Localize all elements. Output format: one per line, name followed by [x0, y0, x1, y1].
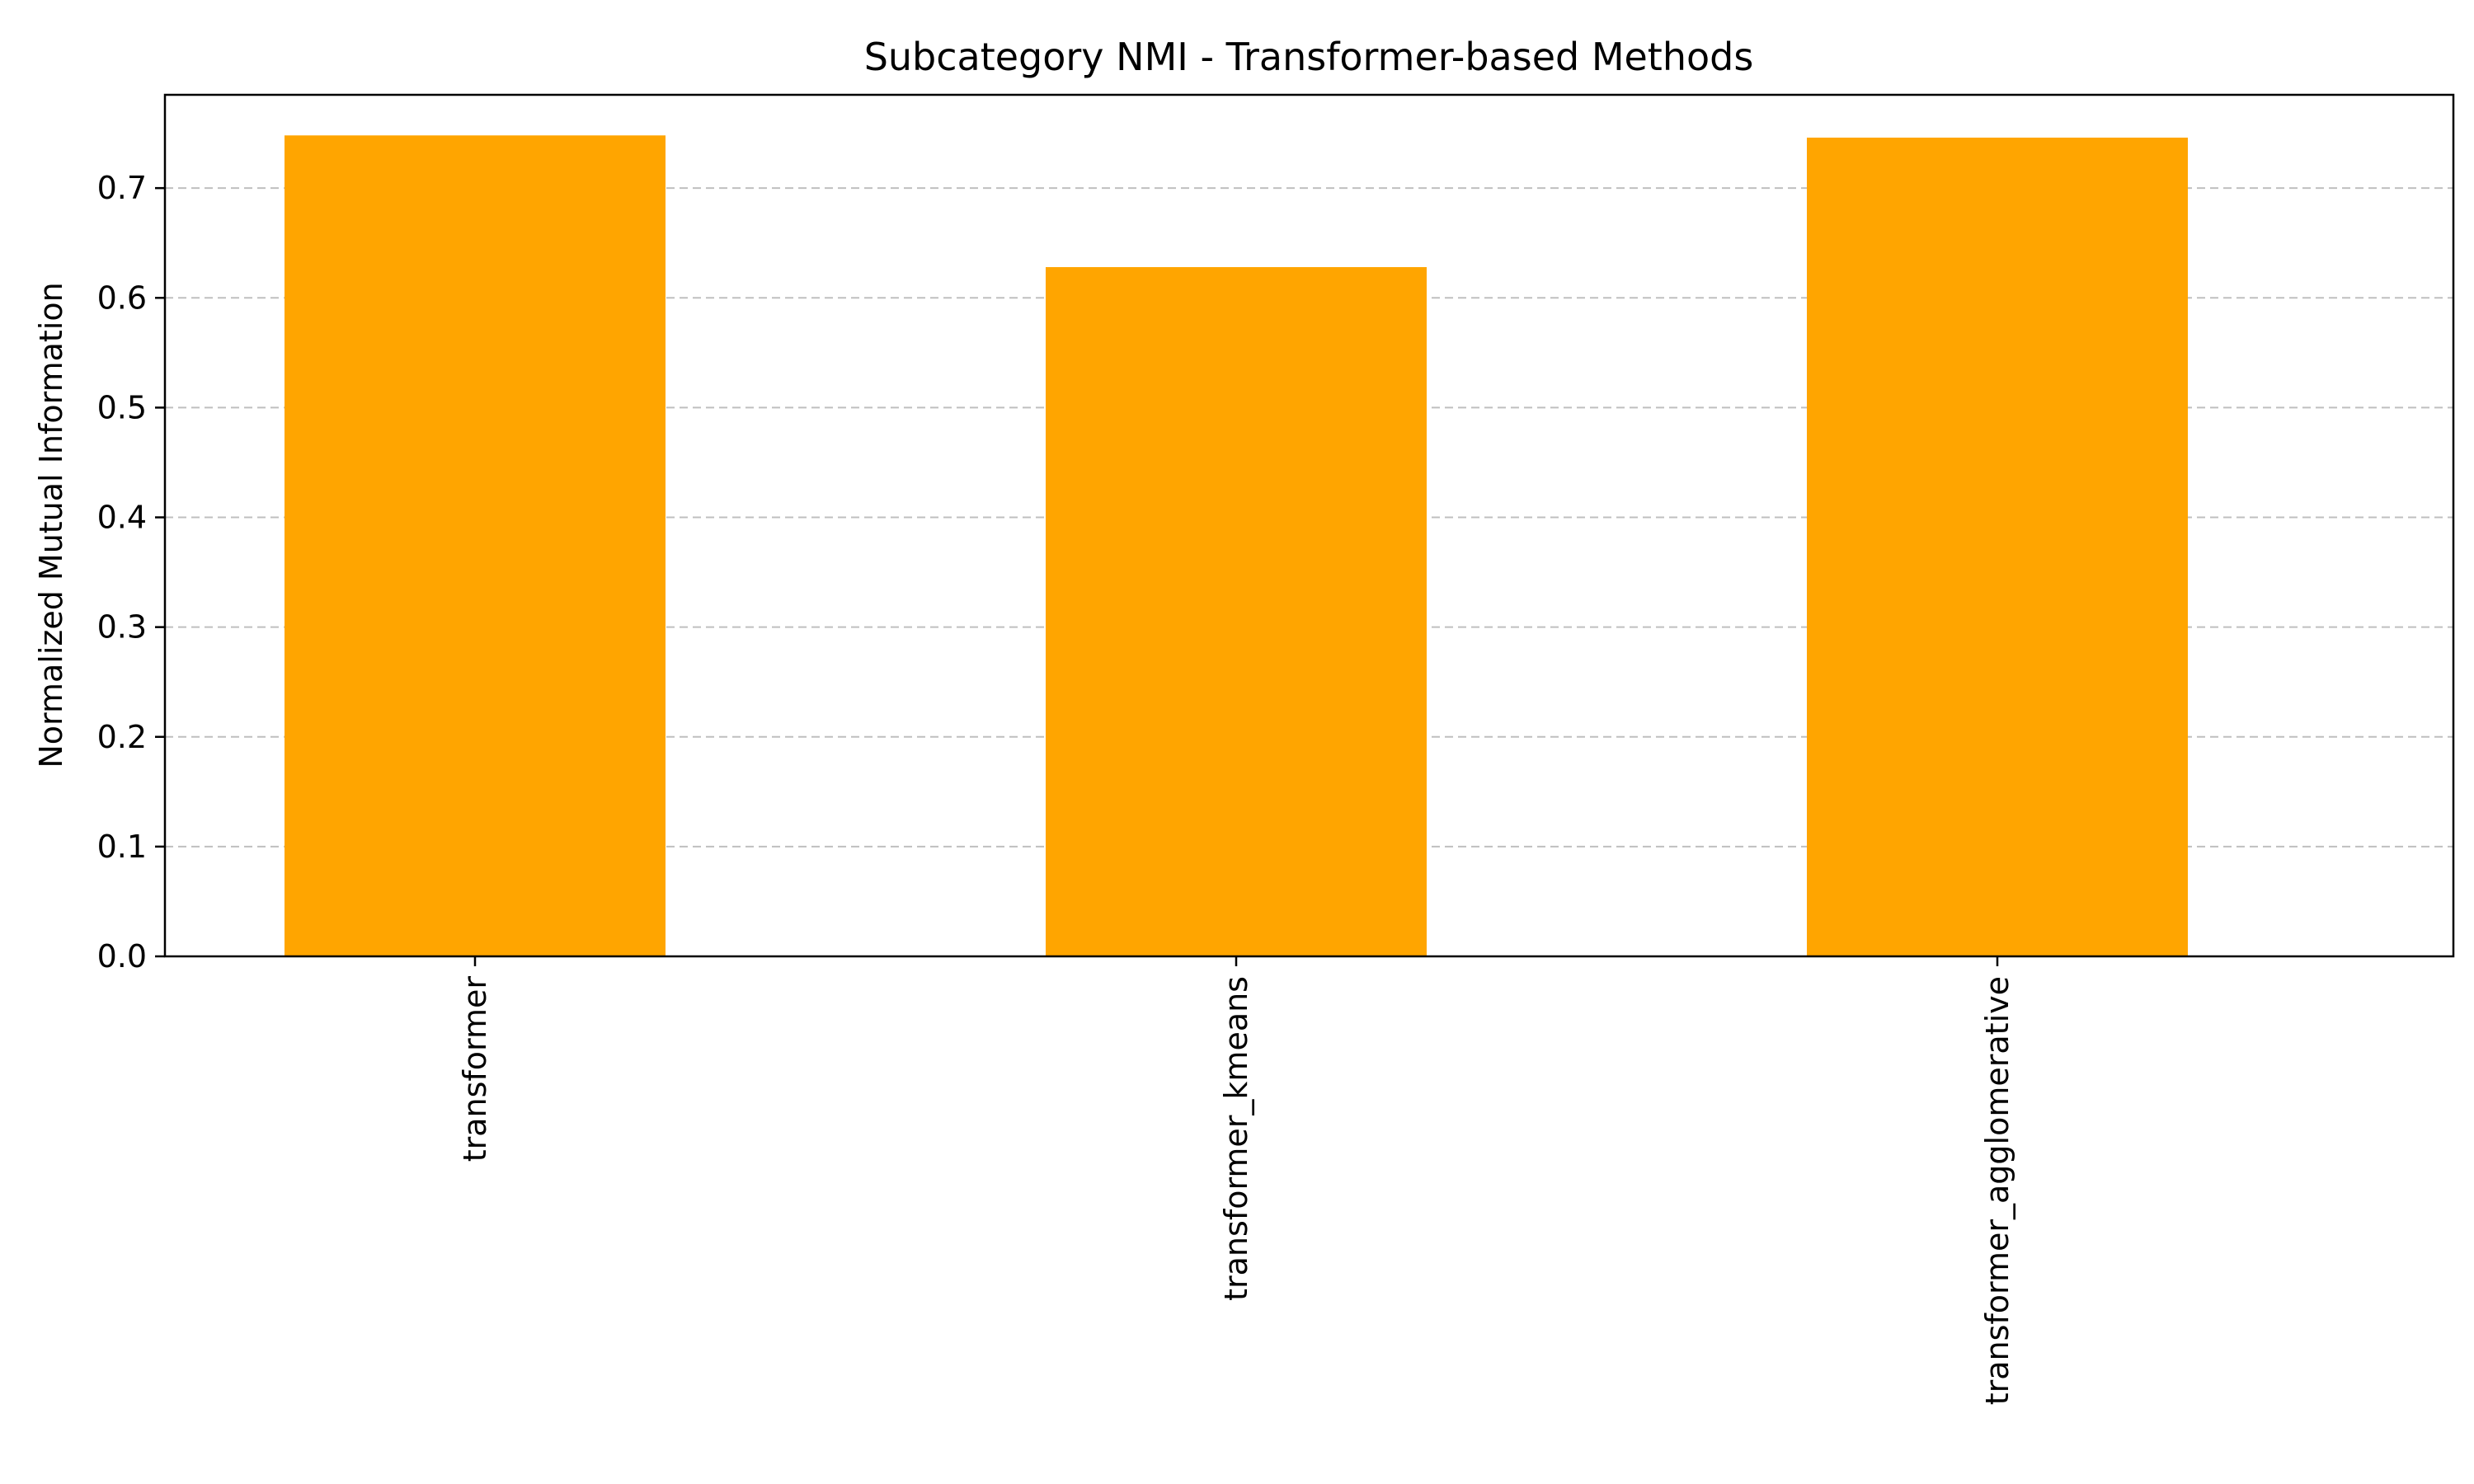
- y-tick-label: 0.4: [97, 500, 147, 536]
- y-tick-label: 0.6: [97, 279, 147, 316]
- x-axis: transformer transformer_kmeans transformer…: [457, 956, 2015, 1405]
- y-axis: 0.0 0.1 0.2 0.3 0.4 0.5 0.6 0.7: [97, 170, 165, 974]
- bar-transformer: [285, 135, 666, 957]
- y-axis-label: Normalized Mutual Information: [33, 282, 69, 768]
- x-tick-label: transformer_agglomerative: [1979, 976, 2015, 1405]
- y-tick-label: 0.1: [97, 829, 147, 865]
- bar-transformer-kmeans: [1046, 267, 1427, 956]
- plot-frame: [163, 93, 2455, 958]
- bars: [285, 135, 2188, 957]
- y-tick-label: 0.5: [97, 389, 147, 425]
- y-tick-label: 0.2: [97, 719, 147, 755]
- x-tick-label: transformer_kmeans: [1218, 976, 1254, 1301]
- x-tick-label: transformer: [457, 976, 493, 1162]
- y-tick-label: 0.7: [97, 170, 147, 206]
- bar-transformer-agglomerative: [1807, 137, 2188, 957]
- y-tick-label: 0.3: [97, 609, 147, 646]
- y-tick-label: 0.0: [97, 938, 147, 974]
- chart-title: Subcategory NMI - Transformer-based Meth…: [864, 35, 1754, 79]
